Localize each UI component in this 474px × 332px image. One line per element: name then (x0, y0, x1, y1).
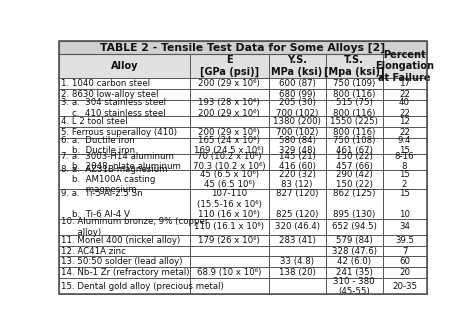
Bar (59, 219, 190, 235)
Bar (383, 170, 427, 189)
Text: 652 (94.5): 652 (94.5) (332, 222, 376, 231)
Bar (269, 267, 326, 278)
Text: 17: 17 (399, 79, 410, 88)
Bar (326, 170, 383, 189)
Bar (326, 189, 383, 219)
Bar (326, 278, 383, 294)
Bar (326, 138, 383, 154)
Text: 310 - 380
(45-55): 310 - 380 (45-55) (333, 277, 375, 296)
Bar (326, 170, 383, 189)
Bar (59, 219, 190, 235)
Text: 9. a.  Ti-5 Al-2.5 Sn

    b.  Ti-6 Al-4 V: 9. a. Ti-5 Al-2.5 Sn b. Ti-6 Al-4 V (61, 189, 142, 219)
Bar (59, 246, 190, 257)
Text: 179 (26 x 10⁶): 179 (26 x 10⁶) (198, 236, 260, 245)
Bar (59, 257, 190, 267)
Bar (326, 127, 383, 138)
Text: 3. a.  304 stainless steel
    c.  410 stainless steel: 3. a. 304 stainless steel c. 410 stainle… (61, 98, 166, 118)
Bar (383, 246, 427, 257)
Bar (59, 78, 190, 89)
Bar (59, 78, 190, 89)
Bar (59, 100, 190, 116)
Text: 138 (20): 138 (20) (279, 268, 316, 277)
Bar (383, 235, 427, 246)
Text: Percent
Elongation
at Failure: Percent Elongation at Failure (375, 50, 434, 83)
Bar (326, 100, 383, 116)
Bar (59, 170, 190, 189)
Bar (269, 278, 326, 294)
Bar (59, 138, 190, 154)
Bar (383, 257, 427, 267)
Bar (190, 154, 269, 170)
Bar (269, 78, 326, 89)
Bar (190, 235, 269, 246)
Text: 165 (24 x 10⁶)
169 (24.5 x 10⁶): 165 (24 x 10⁶) 169 (24.5 x 10⁶) (194, 136, 264, 155)
Bar (59, 235, 190, 246)
Bar (59, 89, 190, 100)
Text: 20-35: 20-35 (392, 282, 417, 291)
Bar (190, 54, 269, 78)
Bar (326, 189, 383, 219)
Text: 70 (10.2 x 10⁶)
70.3 (10.2 x 10⁶): 70 (10.2 x 10⁶) 70.3 (10.2 x 10⁶) (193, 152, 265, 171)
Bar (190, 189, 269, 219)
Bar (326, 257, 383, 267)
Text: 750 (109): 750 (109) (333, 79, 375, 88)
Text: 1. 1040 carbon steel: 1. 1040 carbon steel (61, 79, 150, 88)
Text: 60: 60 (399, 257, 410, 267)
Text: 14. Nb-1 Zr (refractory metal): 14. Nb-1 Zr (refractory metal) (61, 268, 189, 277)
Text: 200 (29 x 10⁶): 200 (29 x 10⁶) (198, 79, 260, 88)
Bar (326, 235, 383, 246)
Text: TABLE 2 - Tensile Test Data for Some Alloys [2]: TABLE 2 - Tensile Test Data for Some All… (100, 42, 385, 53)
Bar (190, 116, 269, 127)
Text: 45 (6.5 x 10⁶)
45 (6.5 10⁶): 45 (6.5 x 10⁶) 45 (6.5 10⁶) (200, 170, 259, 189)
Text: 580 (84)
329 (48): 580 (84) 329 (48) (279, 136, 316, 155)
Text: 600 (87): 600 (87) (279, 79, 316, 88)
Bar (326, 127, 383, 138)
Bar (383, 278, 427, 294)
Bar (383, 219, 427, 235)
Text: 220 (32)
83 (12): 220 (32) 83 (12) (279, 170, 316, 189)
Bar (190, 257, 269, 267)
Bar (383, 246, 427, 257)
Text: 20: 20 (399, 268, 410, 277)
Text: 40
22: 40 22 (399, 98, 410, 118)
Bar (59, 138, 190, 154)
Bar (59, 278, 190, 294)
Bar (59, 154, 190, 170)
Bar (190, 154, 269, 170)
Bar (59, 189, 190, 219)
Text: 11. Monel 400 (nickel alloy): 11. Monel 400 (nickel alloy) (61, 236, 180, 245)
Bar (269, 278, 326, 294)
Bar (326, 219, 383, 235)
Text: 750 (108)
461 (67): 750 (108) 461 (67) (333, 136, 375, 155)
Text: 68.9 (10 x 10⁶): 68.9 (10 x 10⁶) (197, 268, 261, 277)
Text: 15

10: 15 10 (399, 189, 410, 219)
Bar (383, 54, 427, 78)
Bar (269, 54, 326, 78)
Bar (59, 89, 190, 100)
Bar (190, 116, 269, 127)
Text: 1380 (200): 1380 (200) (273, 117, 321, 126)
Bar (326, 278, 383, 294)
Bar (269, 138, 326, 154)
Bar (59, 116, 190, 127)
Text: 107-110
(15.5-16 x 10⁶)
110 (16 x 10⁶): 107-110 (15.5-16 x 10⁶) 110 (16 x 10⁶) (197, 189, 262, 219)
Text: 13. 50:50 solder (lead alloy): 13. 50:50 solder (lead alloy) (61, 257, 182, 267)
Bar (190, 235, 269, 246)
Bar (326, 54, 383, 78)
Bar (269, 246, 326, 257)
Bar (59, 170, 190, 189)
Bar (59, 267, 190, 278)
Bar (190, 219, 269, 235)
Text: 42 (6.0): 42 (6.0) (337, 257, 371, 267)
Bar (326, 116, 383, 127)
Bar (383, 127, 427, 138)
Bar (326, 78, 383, 89)
Bar (190, 267, 269, 278)
Text: 150 (22)
457 (66): 150 (22) 457 (66) (336, 152, 373, 171)
Text: 7. a.  3003-H14 aluminum
    b.  2048, plate aluminum: 7. a. 3003-H14 aluminum b. 2048, plate a… (61, 152, 181, 171)
Bar (190, 78, 269, 89)
Text: 290 (42)
150 (22): 290 (42) 150 (22) (336, 170, 373, 189)
Bar (190, 89, 269, 100)
Bar (383, 154, 427, 170)
Text: 39.5: 39.5 (395, 236, 414, 245)
